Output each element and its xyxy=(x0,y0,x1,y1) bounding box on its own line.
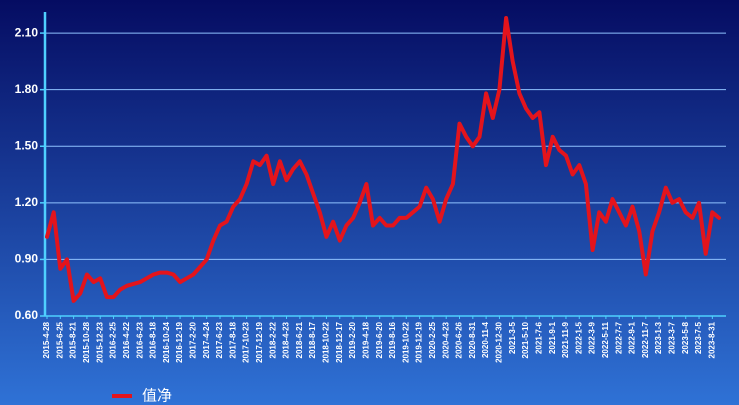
x-tick-label: 2017-6-23 xyxy=(215,321,224,358)
x-tick-label: 2019-10-22 xyxy=(401,321,410,362)
x-tick-label: 2016-8-18 xyxy=(149,321,158,358)
x-tick-label: 2016-2-25 xyxy=(109,321,118,358)
x-tick-label: 2018-4-23 xyxy=(282,321,291,358)
y-tick-label: 2.10 xyxy=(15,25,39,39)
x-tick-label: 2018-10-22 xyxy=(322,321,331,362)
x-tick-label: 2023-1-3 xyxy=(654,321,663,354)
x-tick-label: 2021-3-5 xyxy=(508,321,517,354)
x-tick-label: 2015-4-28 xyxy=(42,321,51,358)
x-tick-label: 2020-8-31 xyxy=(468,321,477,358)
x-tick-label: 2021-11-9 xyxy=(561,321,570,358)
x-tick-label: 2023-5-8 xyxy=(681,321,690,354)
x-tick-label: 2020-11-4 xyxy=(481,321,490,358)
x-tick-label: 2020-6-26 xyxy=(455,321,464,358)
series-line xyxy=(45,16,721,303)
x-tick-label: 2018-12-17 xyxy=(335,321,344,362)
x-tick-label: 2015-10-28 xyxy=(82,321,91,362)
x-tick-label: 2023-7-5 xyxy=(694,321,703,354)
x-tick-label: 2019-2-20 xyxy=(348,321,357,358)
x-tick-label: 2016-12-19 xyxy=(175,321,184,362)
x-tick-label: 2019-4-18 xyxy=(361,321,370,358)
x-tick-label: 2022-9-1 xyxy=(628,321,637,354)
x-tick-label: 2022-5-11 xyxy=(601,321,610,358)
x-tick-label: 2023-8-31 xyxy=(707,321,716,358)
x-tick-label: 2021-5-10 xyxy=(521,321,530,358)
x-tick-label: 2023-3-7 xyxy=(668,321,677,354)
x-tick-label: 2015-8-21 xyxy=(69,321,78,358)
x-tick-label: 2017-2-20 xyxy=(188,321,197,358)
x-tick-label: 2017-8-18 xyxy=(228,321,237,358)
x-tick-label: 2015-12-23 xyxy=(95,321,104,362)
x-tick-label: 2017-12-19 xyxy=(255,321,264,362)
x-tick-label: 2022-7-7 xyxy=(614,321,623,354)
x-tick-label: 2020-2-25 xyxy=(428,321,437,358)
y-tick-label: 0.90 xyxy=(15,252,39,266)
x-tick-label: 2021-9-1 xyxy=(548,321,557,354)
x-tick-label: 2018-6-21 xyxy=(295,321,304,358)
x-tick-label: 2022-3-9 xyxy=(588,321,597,354)
x-tick-label: 2016-4-22 xyxy=(122,321,131,358)
y-tick-label: 0.60 xyxy=(15,308,39,322)
x-tick-label: 2017-4-24 xyxy=(202,321,211,358)
x-tick-label: 2020-4-23 xyxy=(441,321,450,358)
y-tick-label: 1.80 xyxy=(15,82,39,96)
x-tick-label: 2019-12-19 xyxy=(415,321,424,362)
x-tick-label: 2021-7-6 xyxy=(534,321,543,354)
x-tick-label: 2019-6-20 xyxy=(375,321,384,358)
x-tick-label: 2015-6-25 xyxy=(55,321,64,358)
y-tick-label: 1.20 xyxy=(15,195,39,209)
legend-label: 值净 xyxy=(142,387,172,405)
y-tick-label: 1.50 xyxy=(15,138,39,152)
x-tick-label: 2020-12-30 xyxy=(495,321,504,362)
x-tick-label: 2022-1-5 xyxy=(574,321,583,354)
x-tick-label: 2019-8-16 xyxy=(388,321,397,358)
x-tick-label: 2018-8-17 xyxy=(308,321,317,358)
x-tick-label: 2017-10-23 xyxy=(242,321,251,362)
x-tick-label: 2016-6-23 xyxy=(135,321,144,358)
x-tick-label: 2022-11-7 xyxy=(641,321,650,358)
x-tick-label: 2016-10-24 xyxy=(162,321,171,362)
x-tick-label: 2018-2-22 xyxy=(268,321,277,358)
